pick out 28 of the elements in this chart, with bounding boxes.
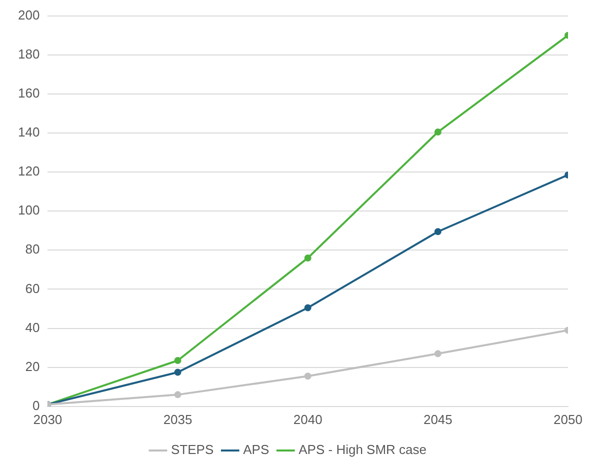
point [174, 368, 182, 376]
y-tick-label: 160 [18, 86, 40, 100]
point [434, 228, 442, 236]
y-tick-label: 20 [25, 358, 40, 374]
point [304, 304, 312, 312]
y-tick-label: 200 [18, 7, 40, 22]
y-tick-label: 80 [25, 242, 40, 257]
y-tick-label: 120 [18, 164, 40, 179]
legend-label: APS - High SMR case [298, 442, 427, 458]
x-tick-label: 2035 [163, 412, 192, 427]
x-tick-label: 2050 [554, 412, 582, 427]
y-tick-label: 0 [32, 398, 40, 413]
point [174, 391, 182, 398]
x-tick-label: 2045 [423, 412, 452, 427]
y-tick-label: 100 [18, 202, 40, 218]
y-tick-label: 140 [18, 124, 40, 140]
legend-label: APS [243, 442, 270, 458]
y-tick-label: 40 [25, 320, 40, 335]
point [304, 372, 312, 380]
x-tick-label: 2030 [33, 412, 62, 427]
y-tick-label: 60 [25, 280, 40, 296]
legend-label: STEPS [170, 442, 214, 458]
y-tick-label: 180 [18, 46, 40, 62]
point [434, 128, 442, 136]
point [304, 254, 312, 262]
point [434, 350, 442, 358]
point [174, 357, 182, 364]
x-tick-label: 2040 [293, 412, 322, 427]
